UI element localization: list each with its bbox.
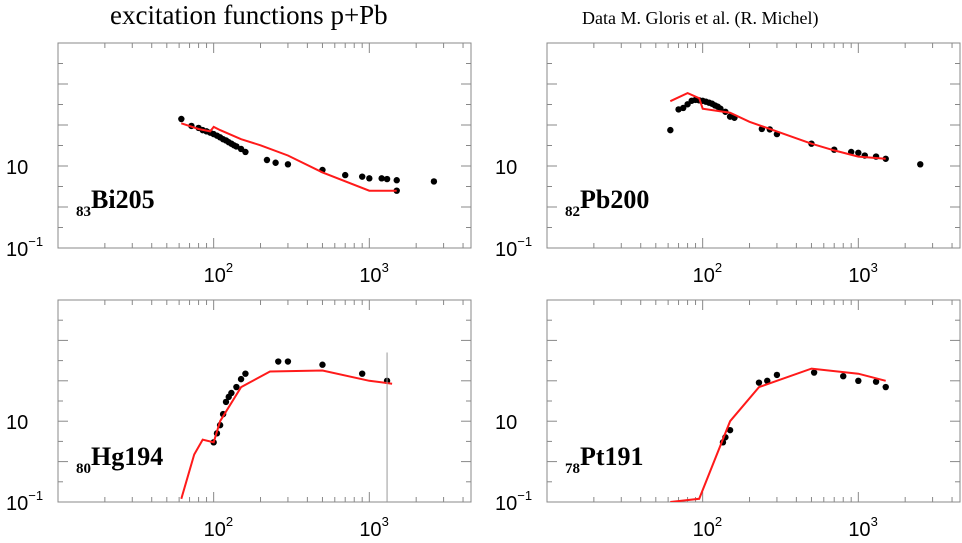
- nuclide-label: 82Pb200: [565, 185, 649, 220]
- data-layer: [178, 115, 438, 194]
- nuclide-z: 83: [76, 204, 91, 220]
- x-tick-exponent: 2: [226, 260, 233, 275]
- data-point: [233, 143, 240, 150]
- y-tick-label: 10−1: [6, 488, 43, 515]
- x-tick-exponent: 3: [382, 260, 389, 275]
- nuclide-z: 78: [565, 461, 580, 477]
- y-tick-label: 10: [6, 412, 28, 434]
- x-tick-label: 102: [693, 260, 722, 287]
- panel-pt191: 102 103 10 10−1 78Pt191: [495, 299, 961, 541]
- data-point: [840, 372, 847, 380]
- y-tick-exponent: −1: [517, 488, 532, 503]
- data-point: [855, 149, 862, 156]
- nuclide-symbol: Bi205: [91, 185, 155, 214]
- y-tick-label: 10: [6, 157, 28, 179]
- x-tick-label: 103: [359, 514, 388, 541]
- y-tick-exponent: −1: [28, 488, 43, 503]
- model-curve: [670, 367, 886, 502]
- data-point: [366, 175, 373, 182]
- data-point: [882, 383, 889, 391]
- data-point: [810, 369, 818, 376]
- data-point: [358, 370, 366, 377]
- data-point: [237, 375, 245, 383]
- y-tick-label: 10−1: [495, 488, 532, 515]
- panel-bi205: 102 103 10 10−1 83Bi205: [6, 42, 472, 287]
- data-point: [882, 155, 889, 162]
- panel-pb200: 102 103 10 10−1 82Pb200: [495, 42, 961, 287]
- plot-frame: [57, 299, 472, 503]
- y-tick-exponent: −1: [28, 234, 43, 249]
- x-tick-exponent: 2: [715, 514, 722, 529]
- data-point: [242, 370, 249, 377]
- data-point: [755, 379, 763, 386]
- data-layer: [180, 352, 393, 502]
- plot-frame: [57, 42, 472, 249]
- figure-title: excitation functions p+Pb: [110, 0, 388, 30]
- nuclide-symbol: Pt191: [580, 442, 644, 471]
- nuclide-z: 82: [565, 204, 580, 220]
- model-curve: [180, 122, 397, 192]
- x-tick-label: 103: [359, 260, 388, 287]
- data-point: [284, 358, 292, 365]
- x-tick-exponent: 2: [715, 260, 722, 275]
- data-point: [667, 126, 674, 134]
- x-tick-exponent: 3: [382, 514, 389, 529]
- data-layer: [667, 92, 924, 168]
- data-point: [430, 178, 438, 185]
- nuclide-label: 78Pt191: [565, 442, 644, 477]
- model-curve: [669, 92, 886, 160]
- nuclide-label: 80Hg194: [76, 442, 163, 477]
- data-point: [284, 161, 292, 168]
- nuclide-label: 83Bi205: [76, 185, 155, 220]
- data-point: [228, 389, 235, 397]
- plot-frame: [546, 299, 961, 503]
- model-curve: [180, 369, 393, 500]
- data-point: [275, 358, 282, 365]
- data-point: [764, 377, 771, 384]
- data-point: [680, 104, 687, 112]
- x-tick-label: 103: [848, 260, 877, 287]
- data-point: [917, 161, 924, 168]
- x-tick-exponent: 2: [226, 514, 233, 529]
- data-point: [272, 159, 279, 166]
- data-point: [855, 377, 862, 384]
- x-tick-label: 102: [693, 514, 722, 541]
- plot-frame: [546, 42, 961, 249]
- x-tick-label: 102: [204, 260, 233, 287]
- data-point: [773, 371, 781, 379]
- data-point: [383, 175, 391, 183]
- data-point: [393, 177, 400, 184]
- data-credit: Data M. Gloris et al. (R. Michel): [582, 8, 819, 28]
- nuclide-symbol: Hg194: [91, 442, 163, 471]
- x-tick-exponent: 3: [871, 514, 878, 529]
- nuclide-z: 80: [76, 461, 91, 477]
- data-point: [319, 361, 326, 368]
- x-tick-label: 103: [848, 514, 877, 541]
- y-tick-label: 10: [495, 412, 517, 434]
- data-point: [726, 426, 734, 434]
- nuclide-symbol: Pb200: [580, 185, 649, 214]
- data-point: [178, 115, 185, 123]
- data-point: [393, 187, 400, 194]
- y-tick-label: 10: [495, 157, 517, 179]
- x-tick-label: 102: [204, 514, 233, 541]
- panel-hg194: 102 103 10 10−1 80Hg194: [6, 299, 472, 541]
- x-tick-exponent: 3: [871, 260, 878, 275]
- data-point: [222, 398, 230, 406]
- data-point: [342, 171, 349, 179]
- data-point: [263, 156, 271, 164]
- data-point: [358, 173, 366, 180]
- data-point: [233, 383, 240, 391]
- y-tick-exponent: −1: [517, 234, 532, 249]
- data-layer: [670, 367, 889, 502]
- y-tick-label: 10−1: [6, 234, 43, 261]
- data-point: [378, 175, 385, 182]
- y-tick-label: 10−1: [495, 234, 532, 261]
- data-point: [872, 378, 880, 385]
- data-point: [242, 148, 249, 156]
